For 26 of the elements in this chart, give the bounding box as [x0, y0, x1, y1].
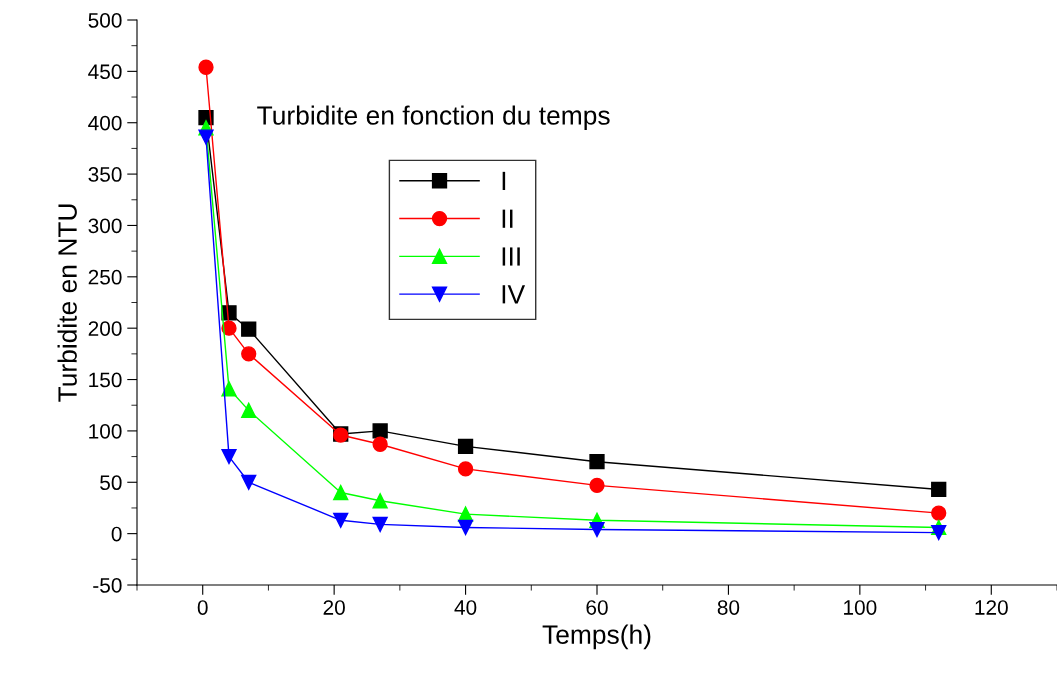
y-tick-label: 500: [88, 13, 122, 28]
y-tick-label: -50: [93, 578, 122, 593]
x-tick-label: 80: [717, 600, 740, 615]
x-tick-label: 100: [844, 600, 877, 615]
y-tick-label: 50: [100, 475, 122, 491]
y-tick-label: 400: [88, 115, 122, 131]
y-tick-label: 450: [88, 64, 122, 80]
legend-label: IV: [502, 285, 526, 304]
x-tick-label: 0: [197, 600, 208, 615]
text: Turbidite en fonction du temps: [257, 105, 610, 131]
y-tick-label: 0: [111, 526, 122, 542]
y-tick-label: 250: [88, 269, 122, 285]
x-tick-label: 20: [323, 600, 345, 615]
x-tick-label: 60: [586, 600, 608, 615]
legend-label: I: [502, 171, 506, 190]
legend-label: II: [502, 209, 513, 228]
y-tick-label: 350: [88, 167, 122, 182]
y-tick-label: 150: [89, 372, 122, 388]
y-tick-label: 200: [88, 321, 122, 336]
y-tick-label: 100: [89, 423, 122, 439]
x-tick-label: 120: [975, 600, 1008, 615]
y-axis-title: Turbidite en NTU: [57, 204, 77, 402]
x-tick-label: 40: [454, 600, 477, 615]
legend-label: III: [502, 247, 520, 266]
y-tick-label: 300: [88, 218, 122, 234]
x-axis-title: Temps(h): [542, 624, 651, 650]
